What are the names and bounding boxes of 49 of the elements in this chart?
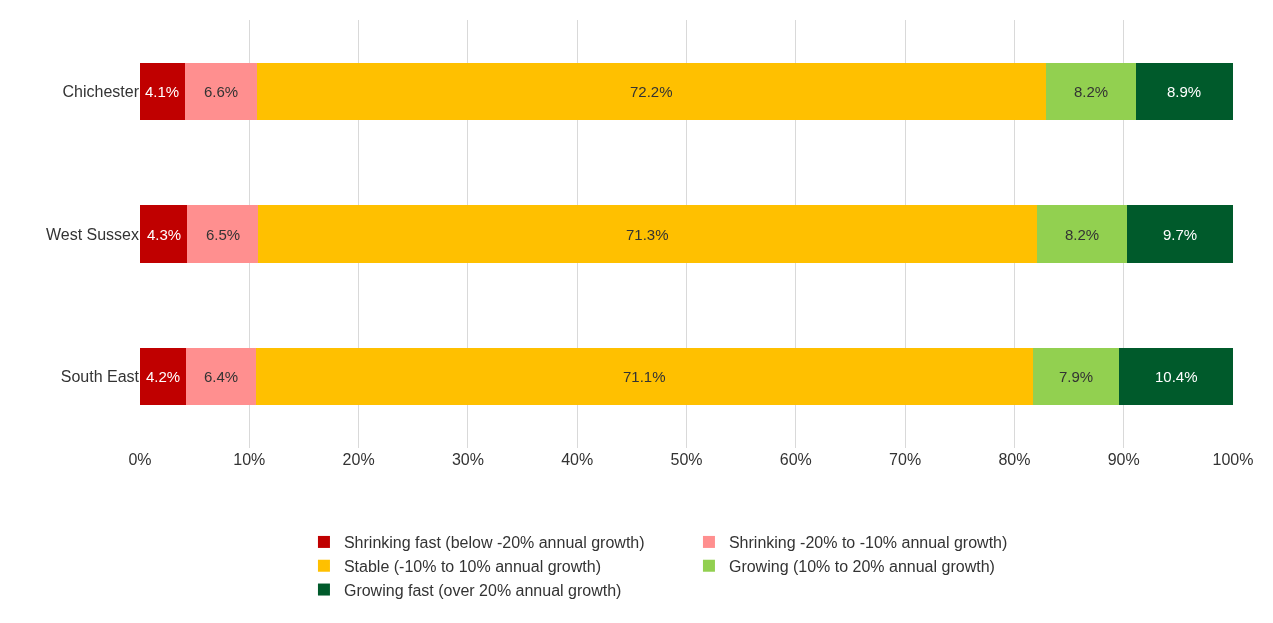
bar	[1037, 205, 1127, 263]
data-label: 9.7%	[1163, 226, 1198, 243]
x-tick-label: 50%	[670, 451, 703, 468]
data-label: 10.4%	[1155, 368, 1198, 385]
bar	[1135, 62, 1233, 120]
data-label: 8.9%	[1167, 83, 1202, 100]
bar	[258, 205, 1038, 263]
data-label: 6.4%	[204, 368, 239, 385]
x-tick-label: 30%	[451, 451, 484, 468]
data-label: 6.6%	[204, 83, 239, 100]
legend-label: Shrinking -20% to -10% annual growth)	[728, 534, 1008, 552]
data-label: 71.3%	[626, 226, 669, 243]
bar	[185, 348, 256, 406]
x-tick-label: 80%	[998, 451, 1031, 468]
legend-label: Shrinking fast (below -20% annual growth)	[343, 534, 645, 552]
data-label: 8.2%	[1065, 226, 1100, 243]
x-tick-label: 20%	[342, 451, 375, 468]
bar	[1046, 62, 1136, 120]
x-tick-label: 60%	[779, 451, 812, 468]
data-label: 8.2%	[1074, 83, 1109, 100]
bar	[1119, 348, 1233, 406]
y-tick-label: Chichester	[62, 82, 140, 100]
x-tick-label: 70%	[889, 451, 922, 468]
data-label: 4.3%	[147, 226, 182, 243]
x-tick-label: 10%	[233, 451, 266, 468]
data-label: 6.5%	[206, 226, 241, 243]
bar	[1126, 205, 1233, 263]
bar	[256, 62, 1047, 120]
x-tick-label: 100%	[1212, 451, 1254, 468]
y-tick-label: West Sussex	[45, 225, 139, 243]
bar	[187, 205, 259, 263]
data-label: 4.1%	[145, 83, 180, 100]
y-tick-label: South East	[60, 368, 140, 386]
data-label: 7.9%	[1059, 368, 1094, 385]
data-label: 72.2%	[630, 83, 673, 100]
bar	[140, 205, 187, 263]
bar	[140, 348, 186, 406]
bar	[1032, 348, 1120, 406]
bar	[184, 62, 257, 120]
x-tick-label: 40%	[561, 451, 594, 468]
x-tick-label: 90%	[1107, 451, 1140, 468]
legend-label: Growing (10% to 20% annual growth)	[728, 557, 995, 575]
data-label: 4.2%	[146, 368, 181, 385]
data-label: 71.1%	[623, 368, 666, 385]
x-tick-label: 0%	[128, 451, 152, 468]
bar	[140, 62, 185, 120]
bar	[255, 348, 1033, 406]
legend-label: Growing fast (over 20% annual growth)	[343, 581, 622, 599]
legend-label: Stable (-10% to 10% annual growth)	[343, 557, 601, 575]
